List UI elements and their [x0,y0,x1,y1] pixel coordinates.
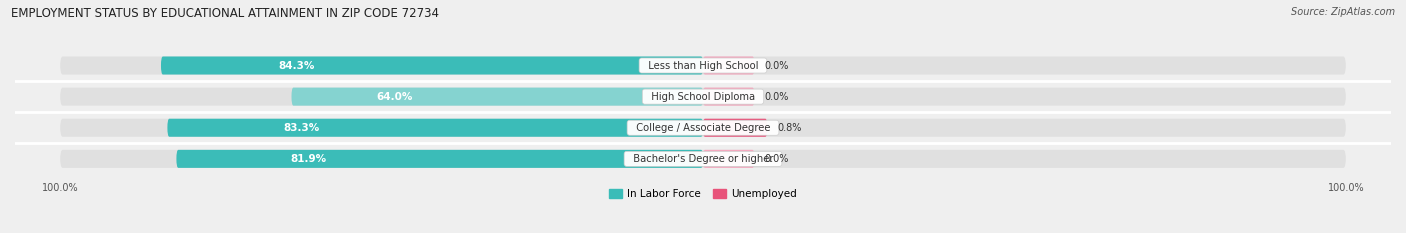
FancyBboxPatch shape [160,56,703,75]
FancyBboxPatch shape [703,56,755,75]
Text: College / Associate Degree: College / Associate Degree [630,123,776,133]
FancyBboxPatch shape [60,56,1346,75]
Text: Source: ZipAtlas.com: Source: ZipAtlas.com [1291,7,1395,17]
Text: 0.0%: 0.0% [763,61,789,71]
Text: 0.8%: 0.8% [778,123,801,133]
Text: 0.0%: 0.0% [763,92,789,102]
Text: EMPLOYMENT STATUS BY EDUCATIONAL ATTAINMENT IN ZIP CODE 72734: EMPLOYMENT STATUS BY EDUCATIONAL ATTAINM… [11,7,439,20]
Text: 83.3%: 83.3% [283,123,319,133]
Text: Bachelor's Degree or higher: Bachelor's Degree or higher [627,154,779,164]
Text: 0.0%: 0.0% [763,154,789,164]
FancyBboxPatch shape [703,88,755,106]
Text: Less than High School: Less than High School [641,61,765,71]
Text: 64.0%: 64.0% [377,92,412,102]
FancyBboxPatch shape [60,150,1346,168]
FancyBboxPatch shape [176,150,703,168]
Legend: In Labor Force, Unemployed: In Labor Force, Unemployed [605,185,801,203]
FancyBboxPatch shape [167,119,703,137]
FancyBboxPatch shape [291,88,703,106]
Text: 84.3%: 84.3% [278,61,315,71]
FancyBboxPatch shape [60,119,1346,137]
Text: 81.9%: 81.9% [290,154,326,164]
FancyBboxPatch shape [60,88,1346,106]
Text: High School Diploma: High School Diploma [645,92,761,102]
FancyBboxPatch shape [703,150,755,168]
FancyBboxPatch shape [703,119,768,137]
